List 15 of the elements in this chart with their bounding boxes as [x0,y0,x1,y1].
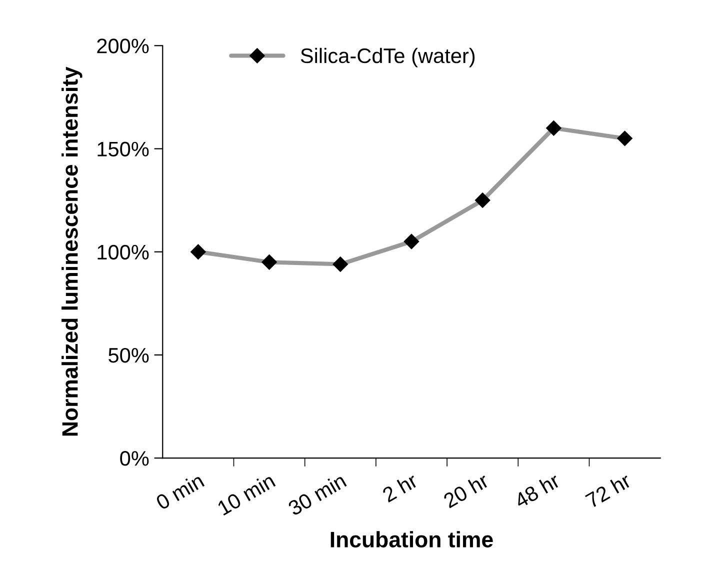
y-tick-label: 100% [98,244,149,260]
x-tick-label: 0 min [154,472,205,510]
x-tick-label: 10 min [216,472,276,516]
x-axis-title: Incubation time [330,531,493,548]
y-axis-title: Normalized luminescence intensity [62,66,82,436]
x-tick-label: 20 hr [442,472,490,508]
y-tick-label: 200% [97,38,149,54]
y-tick-label: 50% [108,348,149,363]
y-tick-label: 0% [120,451,149,466]
x-tick-label: 30 min [286,472,347,516]
x-tick-label: 48 hr [512,472,562,509]
x-tick-label: 2 hr [381,472,419,502]
legend-label: Silica-CdTe (water) [300,48,475,68]
y-tick-label: 150% [98,142,149,156]
x-tick-label: 72 hr [584,472,632,508]
